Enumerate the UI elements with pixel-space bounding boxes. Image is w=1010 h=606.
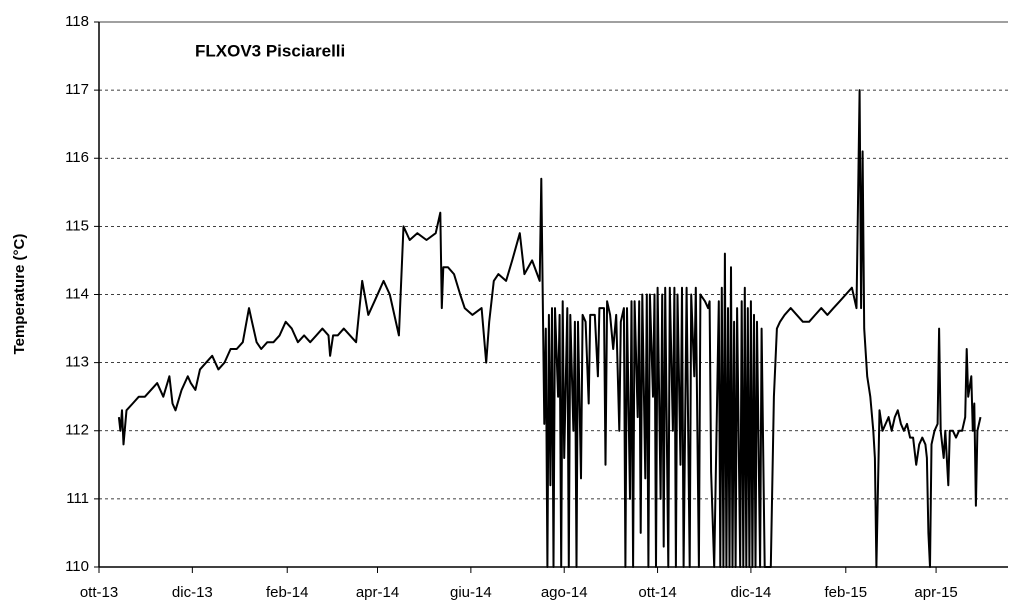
- x-tick-label: ago-14: [541, 584, 588, 601]
- x-tick-label: dic-14: [730, 584, 771, 601]
- y-tick-label: 118: [65, 13, 89, 30]
- y-tick-label: 110: [65, 558, 89, 575]
- x-tick-label: feb-15: [825, 584, 868, 601]
- y-tick-label: 116: [65, 149, 89, 166]
- x-tick-label: dic-13: [172, 584, 213, 601]
- y-tick-label: 114: [65, 285, 89, 302]
- chart-title: FLXOV3 Pisciarelli: [195, 41, 345, 60]
- data-line: [117, 89, 982, 568]
- x-tick-label: ott-13: [80, 584, 118, 601]
- x-tick-label: feb-14: [266, 584, 309, 601]
- y-tick-label: 111: [66, 490, 89, 507]
- x-tick-label: apr-14: [356, 584, 399, 601]
- x-tick-label: ott-14: [638, 584, 676, 601]
- y-tick-label: 115: [65, 217, 89, 234]
- x-tick-label: apr-15: [914, 584, 957, 601]
- y-axis-label: Temperature (°C): [11, 234, 28, 355]
- y-tick-label: 113: [65, 354, 89, 371]
- x-tick-label: giu-14: [450, 584, 492, 601]
- y-tick-label: 117: [65, 81, 89, 98]
- y-tick-label: 112: [65, 422, 89, 439]
